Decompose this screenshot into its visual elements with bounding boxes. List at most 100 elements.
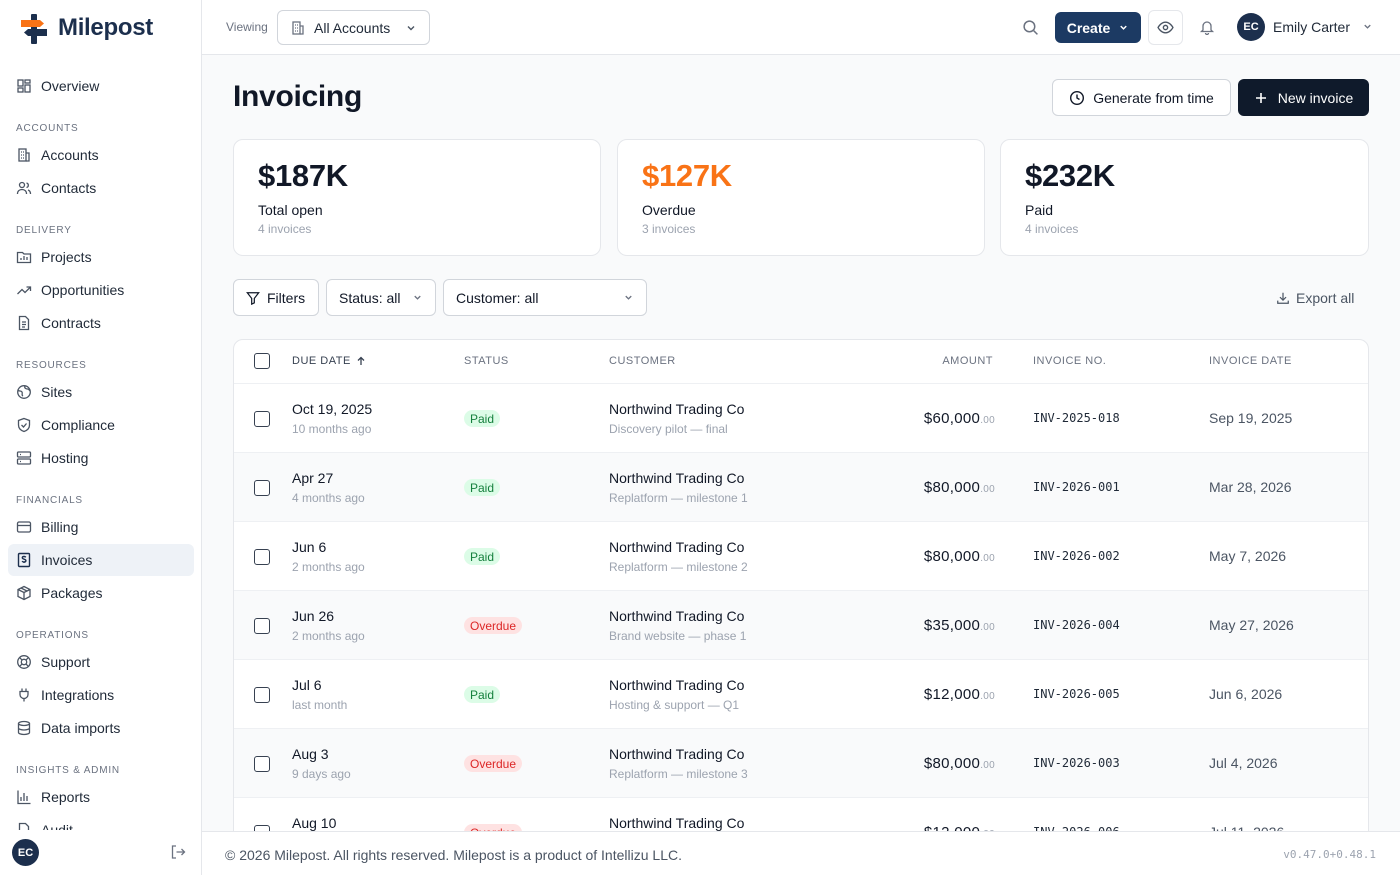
table-row[interactable]: Apr 27 4 months ago Paid Northwind Trading … bbox=[234, 452, 1368, 521]
column-header-due-date[interactable]: DUE DATE bbox=[292, 355, 366, 367]
status-badge: Paid bbox=[464, 686, 501, 703]
users-icon bbox=[16, 180, 32, 196]
invoice-number[interactable]: INV-2025-018 bbox=[1033, 411, 1120, 425]
sidebar-nav: Overview ACCOUNTS Accounts Contacts DELI… bbox=[0, 70, 201, 830]
filters-button[interactable]: Filters bbox=[233, 279, 319, 316]
select-all-checkbox[interactable] bbox=[254, 353, 270, 369]
sidebar-item-hosting[interactable]: Hosting bbox=[8, 442, 194, 474]
customer-name[interactable]: Northwind Trading Co bbox=[609, 470, 745, 486]
sidebar-item-support[interactable]: Support bbox=[8, 646, 194, 678]
topbar: Viewing All Accounts Create EC Emily Car… bbox=[202, 0, 1400, 55]
column-header-status: STATUS bbox=[464, 355, 509, 367]
sidebar-item-label: Contacts bbox=[41, 180, 97, 196]
logout-icon[interactable] bbox=[170, 844, 186, 860]
invoice-number[interactable]: INV-2026-005 bbox=[1033, 687, 1120, 701]
new-invoice-button[interactable]: New invoice bbox=[1238, 79, 1369, 116]
sidebar-item-accounts[interactable]: Accounts bbox=[8, 139, 194, 171]
main-content: Invoicing Generate from time New invoice… bbox=[202, 55, 1400, 831]
sidebar-item-projects[interactable]: Projects bbox=[8, 241, 194, 273]
amount-whole: $60,000 bbox=[923, 410, 981, 427]
invoice-number[interactable]: INV-2026-001 bbox=[1033, 480, 1120, 494]
globe-icon bbox=[16, 384, 32, 400]
table-row[interactable]: Aug 3 9 days ago Overdue Northwind Trading … bbox=[234, 728, 1368, 797]
sidebar-item-overview[interactable]: Overview bbox=[8, 70, 194, 102]
customer-name[interactable]: Northwind Trading Co bbox=[609, 608, 745, 624]
create-button[interactable]: Create bbox=[1055, 12, 1141, 43]
user-avatar[interactable]: EC bbox=[1237, 13, 1265, 41]
account-select[interactable]: All Accounts bbox=[277, 10, 430, 45]
table-row[interactable]: Jul 6 last month Paid Northwind Trading Co H… bbox=[234, 659, 1368, 728]
sidebar-item-opportunities[interactable]: Opportunities bbox=[8, 274, 194, 306]
customer-filter-value: Customer: all bbox=[456, 289, 539, 306]
column-header-invoice-no: INVOICE NO. bbox=[1033, 355, 1107, 367]
brand-logo[interactable]: Milepost bbox=[18, 12, 153, 44]
sidebar-item-billing[interactable]: Billing bbox=[8, 511, 194, 543]
row-checkbox[interactable] bbox=[254, 825, 270, 831]
generate-from-time-button[interactable]: Generate from time bbox=[1052, 79, 1231, 116]
search-icon[interactable] bbox=[1022, 19, 1039, 36]
user-name[interactable]: Emily Carter bbox=[1273, 19, 1351, 35]
sidebar-item-integrations[interactable]: Integrations bbox=[8, 679, 194, 711]
sidebar-item-contracts[interactable]: Contracts bbox=[8, 307, 194, 339]
invoice-date: Jun 6, 2026 bbox=[1209, 686, 1283, 702]
table-row[interactable]: Jun 6 2 months ago Paid Northwind Trading C… bbox=[234, 521, 1368, 590]
export-all-button[interactable]: Export all bbox=[1276, 290, 1354, 306]
sidebar-item-reports[interactable]: Reports bbox=[8, 781, 194, 813]
customer-name[interactable]: Northwind Trading Co bbox=[609, 539, 745, 555]
row-checkbox[interactable] bbox=[254, 480, 270, 496]
sidebar-user-avatar[interactable]: EC bbox=[12, 839, 39, 866]
status-badge: Overdue bbox=[464, 824, 523, 831]
row-checkbox[interactable] bbox=[254, 687, 270, 703]
eye-icon bbox=[1157, 19, 1174, 36]
account-select-value: All Accounts bbox=[314, 19, 391, 36]
sidebar-item-packages[interactable]: Packages bbox=[8, 577, 194, 609]
status-badge: Overdue bbox=[464, 617, 523, 634]
due-date: Apr 27 bbox=[292, 470, 334, 486]
column-header-invoice-date: INVOICE DATE bbox=[1209, 355, 1292, 367]
plus-icon bbox=[1254, 91, 1268, 105]
row-checkbox[interactable] bbox=[254, 618, 270, 634]
clock-icon bbox=[1069, 90, 1085, 106]
amount-cents: .00 bbox=[980, 622, 995, 633]
sidebar-item-label: Accounts bbox=[41, 147, 99, 163]
sidebar-item-audit[interactable]: Audit bbox=[8, 814, 194, 830]
invoice-number[interactable]: INV-2026-002 bbox=[1033, 549, 1120, 563]
status-filter-value: Status: all bbox=[339, 289, 401, 306]
row-checkbox[interactable] bbox=[254, 756, 270, 772]
sidebar-item-invoices[interactable]: Invoices bbox=[8, 544, 194, 576]
table-row[interactable]: Aug 10 Overdue Northwind Trading Co $12,000… bbox=[234, 797, 1368, 831]
invoice-number[interactable]: INV-2026-006 bbox=[1033, 825, 1120, 831]
due-relative: last month bbox=[292, 698, 348, 712]
invoice-description: Replatform — milestone 2 bbox=[609, 560, 748, 574]
sidebar-item-data-imports[interactable]: Data imports bbox=[8, 712, 194, 744]
stat-label: Paid bbox=[1025, 202, 1054, 218]
page-footer: © 2026 Milepost. All rights reserved. Mi… bbox=[202, 831, 1400, 875]
customer-name[interactable]: Northwind Trading Co bbox=[609, 746, 745, 762]
customer-name[interactable]: Northwind Trading Co bbox=[609, 815, 745, 831]
building-icon bbox=[16, 147, 32, 163]
table-row[interactable]: Jun 26 2 months ago Overdue Northwind Tradi… bbox=[234, 590, 1368, 659]
chevron-down-icon[interactable] bbox=[1362, 21, 1373, 32]
preview-button[interactable] bbox=[1148, 10, 1183, 45]
amount-whole: $12,000 bbox=[923, 686, 981, 703]
page-title: Invoicing bbox=[233, 80, 362, 113]
customer-filter-select[interactable]: Customer: all bbox=[443, 279, 647, 316]
stat-value: $187K bbox=[258, 158, 348, 193]
invoice-number[interactable]: INV-2026-003 bbox=[1033, 756, 1120, 770]
status-filter-select[interactable]: Status: all bbox=[326, 279, 436, 316]
amount-whole: $80,000 bbox=[923, 548, 981, 565]
customer-name[interactable]: Northwind Trading Co bbox=[609, 401, 745, 417]
sidebar-item-compliance[interactable]: Compliance bbox=[8, 409, 194, 441]
sidebar-item-sites[interactable]: Sites bbox=[8, 376, 194, 408]
section-insights-admin: INSIGHTS & ADMIN bbox=[16, 765, 120, 776]
row-checkbox[interactable] bbox=[254, 411, 270, 427]
row-checkbox[interactable] bbox=[254, 549, 270, 565]
customer-name[interactable]: Northwind Trading Co bbox=[609, 677, 745, 693]
bell-icon[interactable] bbox=[1199, 19, 1215, 35]
due-date: Oct 19, 2025 bbox=[292, 401, 373, 417]
table-row[interactable]: Oct 19, 2025 10 months ago Paid Northwind T… bbox=[234, 383, 1368, 452]
stat-card-paid: $232K Paid 4 invoices bbox=[1000, 139, 1369, 256]
invoice-number[interactable]: INV-2026-004 bbox=[1033, 618, 1120, 632]
sidebar-item-contacts[interactable]: Contacts bbox=[8, 172, 194, 204]
